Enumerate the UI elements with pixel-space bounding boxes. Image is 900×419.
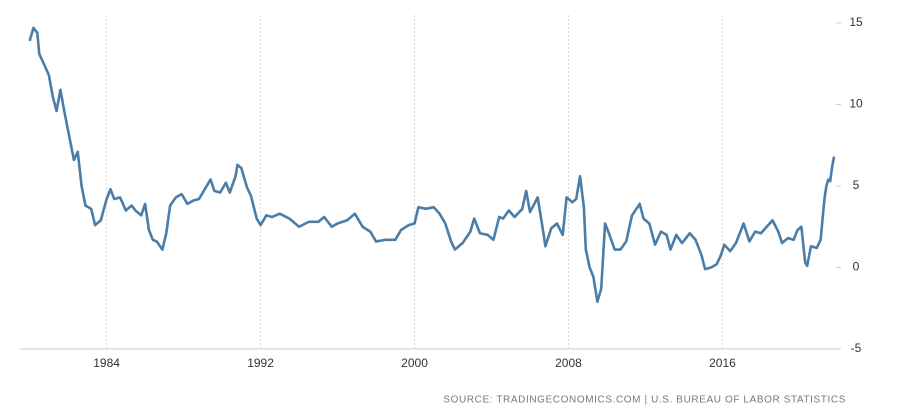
y-tick-label: 0 [853,260,860,274]
x-tick-label: 2016 [709,356,736,370]
x-tick-label: 2008 [555,356,582,370]
data-line [28,26,836,304]
y-tick-label: -5 [851,341,862,355]
x-tick-label: 2000 [401,356,428,370]
x-tick-label: 1992 [247,356,274,370]
x-tick-label: 1984 [93,356,120,370]
y-tick-label: 10 [849,97,863,111]
y-tick-label: 5 [853,178,860,192]
source-note: SOURCE: TRADINGECONOMICS.COM | U.S. BURE… [443,395,846,406]
y-tick-label: 15 [849,15,863,29]
